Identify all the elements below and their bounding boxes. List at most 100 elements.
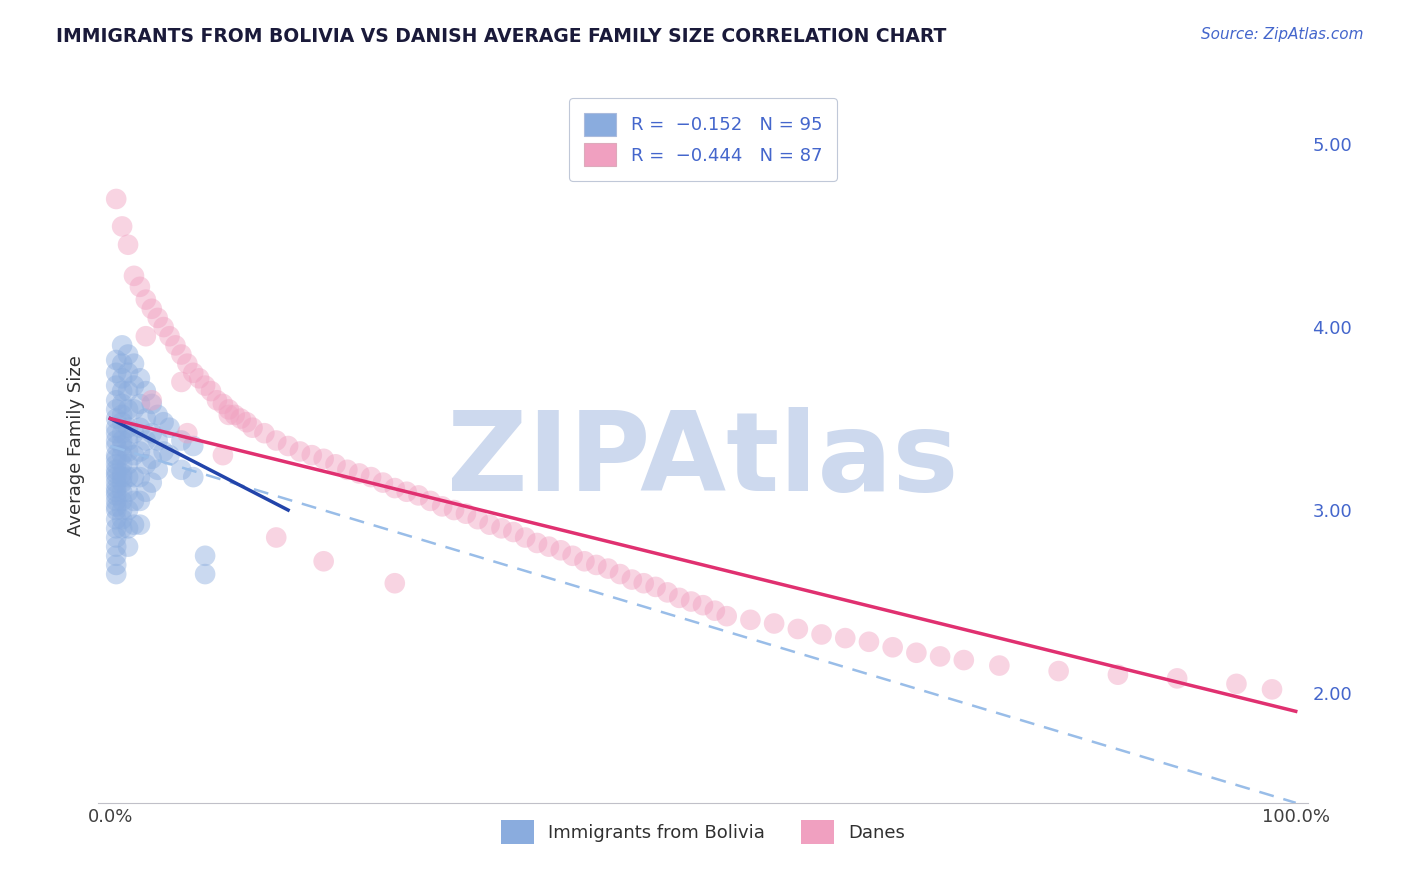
Point [152, 415, 174, 429]
Point [408, 488, 430, 502]
Point [952, 653, 974, 667]
Point [146, 463, 169, 477]
Point [633, 576, 655, 591]
Point [152, 320, 174, 334]
Point [141, 393, 163, 408]
Point [478, 517, 501, 532]
Point [229, 411, 252, 425]
Text: ZIPAtlas: ZIPAtlas [447, 407, 959, 514]
Text: IMMIGRANTS FROM BOLIVIA VS DANISH AVERAGE FAMILY SIZE CORRELATION CHART: IMMIGRANTS FROM BOLIVIA VS DANISH AVERAG… [56, 27, 946, 45]
Point [384, 576, 406, 591]
Point [111, 384, 134, 398]
Point [681, 594, 703, 608]
Point [129, 420, 152, 434]
Point [502, 524, 524, 539]
Point [277, 439, 299, 453]
Point [288, 444, 311, 458]
Point [395, 484, 418, 499]
Point [105, 475, 128, 490]
Point [141, 397, 163, 411]
Point [117, 444, 139, 458]
Point [141, 475, 163, 490]
Point [135, 384, 157, 398]
Point [491, 521, 513, 535]
Point [105, 494, 128, 508]
Point [432, 500, 454, 514]
Point [117, 484, 139, 499]
Point [105, 558, 128, 572]
Point [988, 658, 1011, 673]
Point [111, 426, 134, 441]
Point [117, 384, 139, 398]
Point [111, 219, 134, 234]
Point [905, 646, 928, 660]
Point [224, 408, 246, 422]
Point [105, 366, 128, 380]
Point [135, 458, 157, 472]
Point [105, 567, 128, 582]
Point [692, 598, 714, 612]
Point [371, 475, 394, 490]
Point [111, 408, 134, 422]
Point [181, 366, 204, 380]
Point [117, 420, 139, 434]
Point [443, 503, 465, 517]
Point [301, 448, 323, 462]
Point [858, 634, 880, 648]
Point [360, 470, 382, 484]
Point [146, 408, 169, 422]
Point [170, 375, 193, 389]
Point [152, 444, 174, 458]
Point [122, 448, 145, 462]
Point [810, 627, 832, 641]
Point [135, 434, 157, 448]
Point [111, 415, 134, 429]
Text: Source: ZipAtlas.com: Source: ZipAtlas.com [1201, 27, 1364, 42]
Point [105, 481, 128, 495]
Point [550, 543, 572, 558]
Point [117, 347, 139, 361]
Point [146, 310, 169, 325]
Point [609, 567, 631, 582]
Point [135, 484, 157, 499]
Point [786, 622, 808, 636]
Point [122, 402, 145, 417]
Point [117, 366, 139, 380]
Point [105, 467, 128, 481]
Point [105, 451, 128, 466]
Point [170, 434, 193, 448]
Point [129, 517, 152, 532]
Point [111, 397, 134, 411]
Point [117, 434, 139, 448]
Point [467, 512, 489, 526]
Point [235, 415, 257, 429]
Point [129, 470, 152, 484]
Point [111, 475, 134, 490]
Point [159, 420, 181, 434]
Point [111, 439, 134, 453]
Point [763, 616, 786, 631]
Point [212, 448, 235, 462]
Point [129, 494, 152, 508]
Point [336, 463, 359, 477]
Point [620, 573, 643, 587]
Point [194, 549, 217, 563]
Point [111, 512, 134, 526]
Point [598, 561, 620, 575]
Point [312, 554, 335, 568]
Point [312, 451, 335, 466]
Point [165, 338, 187, 352]
Point [716, 609, 738, 624]
Point [1225, 677, 1247, 691]
Point [644, 580, 666, 594]
Point [159, 448, 181, 462]
Point [122, 426, 145, 441]
Point [135, 411, 157, 425]
Point [574, 554, 596, 568]
Point [105, 500, 128, 514]
Point [105, 470, 128, 484]
Point [657, 585, 679, 599]
Point [105, 458, 128, 472]
Point [181, 439, 204, 453]
Point [105, 420, 128, 434]
